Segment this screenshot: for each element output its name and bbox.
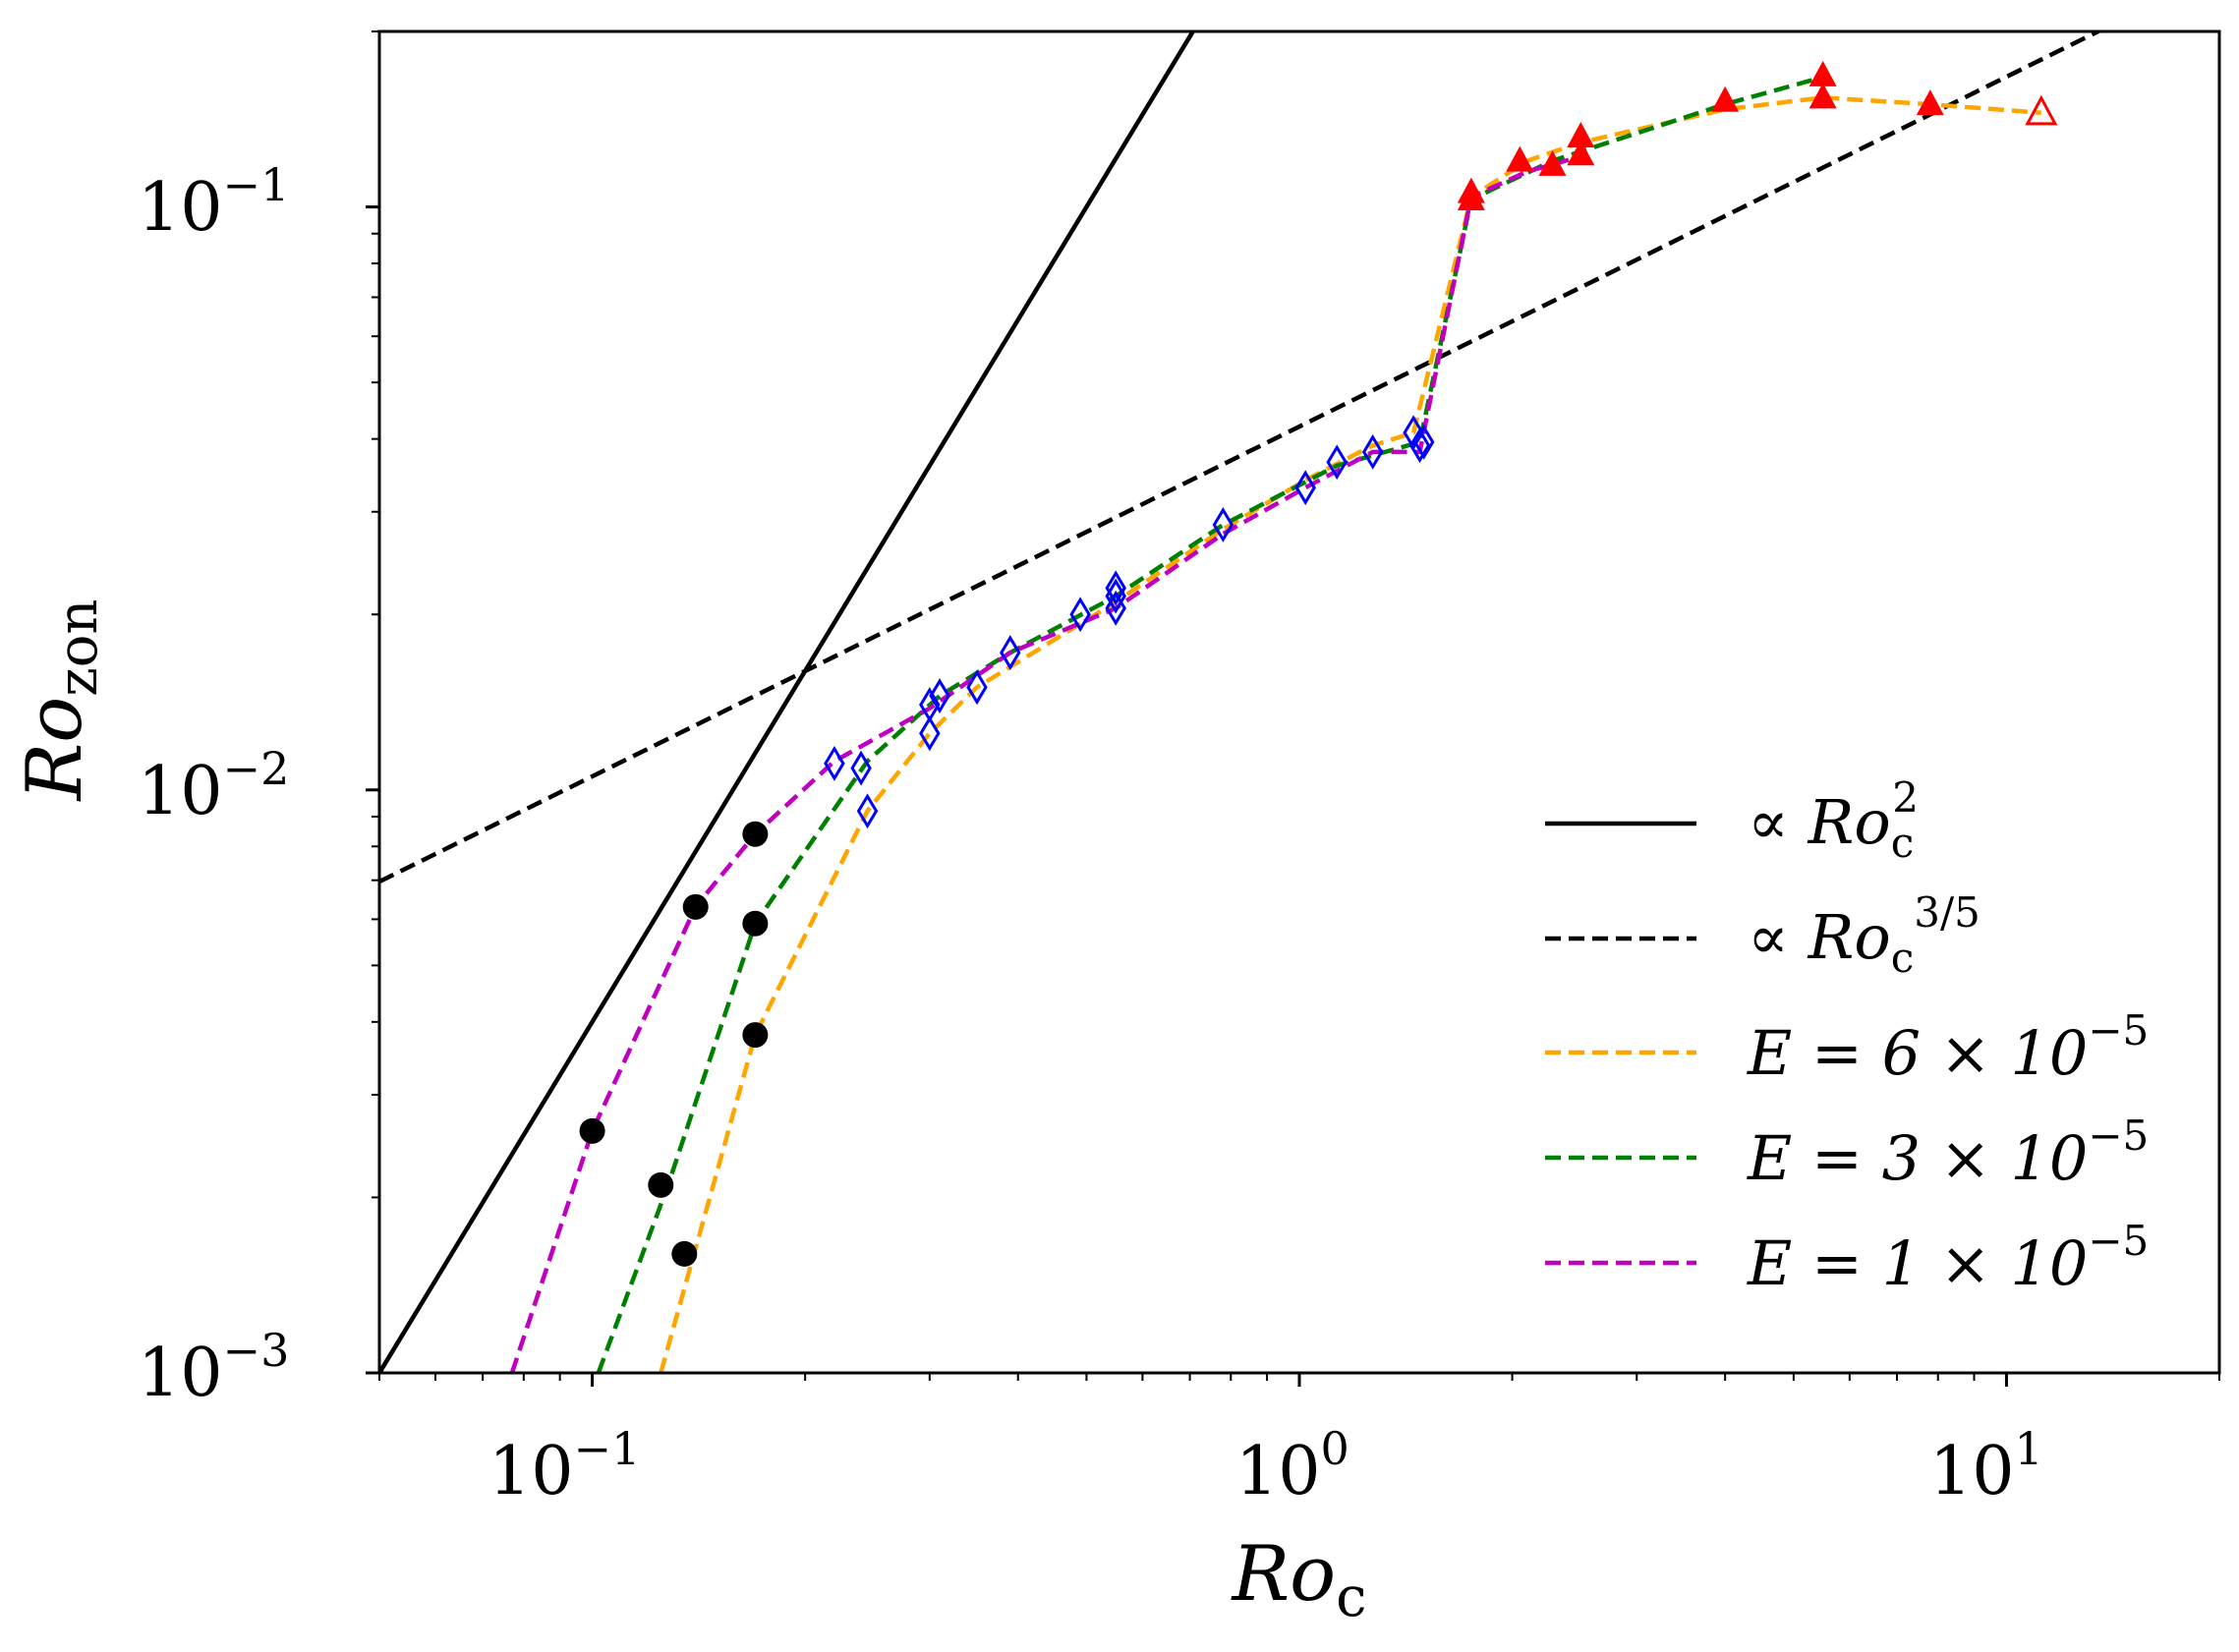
diamond-marker	[1361, 433, 1384, 470]
legend-sup: 2	[1892, 773, 1919, 822]
legend-entry-e6: E = 6 × 10−5	[1545, 1006, 2149, 1089]
legend: ∝ Roc2 ∝ Roc3/5 E = 6 × 10−5 E = 3 × 10−…	[1545, 773, 2149, 1299]
diamond-marker	[1000, 635, 1021, 670]
diamond-marker	[1105, 570, 1126, 606]
x-tick-1: 100	[1235, 1422, 1349, 1510]
y-tick-label-exp: −2	[223, 742, 290, 795]
ref-line-power-3-5	[379, 31, 2103, 884]
filled-triangle-marker	[1567, 140, 1595, 166]
diamond-marker	[1408, 427, 1431, 464]
minor-ticks	[366, 30, 2220, 1387]
circle-marker	[742, 910, 769, 937]
svg-text:E = 3 × 10−5: E = 3 × 10−5	[1747, 1111, 2149, 1194]
data-markers	[579, 60, 2058, 1267]
y-tick-label-base: 10	[138, 1335, 223, 1412]
svg-text:100: 100	[1235, 1422, 1349, 1510]
legend-entry-ref-power2: ∝ Roc2	[1545, 773, 1919, 867]
series-line-0	[659, 95, 2041, 1373]
svg-text:∝ Roc2: ∝ Roc2	[1748, 773, 1919, 867]
svg-text:10−1: 10−1	[488, 1422, 640, 1510]
svg-text:∝ Roc3/5: ∝ Roc3/5	[1748, 888, 1981, 982]
open-triangle-marker	[2025, 94, 2058, 126]
y-axis-label: Rozon	[11, 599, 110, 803]
y-tick-label-exp: −1	[223, 158, 290, 211]
diamond-marker	[929, 678, 950, 713]
legend-entry-e1: E = 1 × 10−5	[1545, 1217, 2149, 1299]
circle-marker	[671, 1240, 698, 1267]
y-tick-label-exp: −3	[223, 1324, 290, 1377]
y-tick-2: 10−1	[138, 158, 289, 247]
diamond-marker	[1294, 470, 1316, 506]
circle-marker	[742, 821, 769, 847]
svg-text:10−3: 10−3	[138, 1324, 289, 1412]
legend-label: E = 3 × 10	[1747, 1122, 2088, 1194]
x-tick-2: 101	[1929, 1422, 2043, 1510]
filled-triangle-marker	[1711, 85, 1740, 112]
legend-entry-e3: E = 3 × 10−5	[1545, 1111, 2149, 1194]
filled-triangle-marker	[1506, 145, 1534, 172]
filled-triangle-marker	[1567, 122, 1595, 148]
svg-text:101: 101	[1929, 1422, 2043, 1510]
svg-text:E = 1 × 10−5: E = 1 × 10−5	[1747, 1217, 2149, 1299]
y-tick-label-base: 10	[138, 169, 223, 247]
circle-marker	[579, 1117, 605, 1144]
diamond-marker	[919, 687, 941, 723]
diamond-marker	[824, 745, 845, 781]
y-tick-0: 10−3	[138, 1324, 289, 1412]
ref-line-power-2	[379, 31, 1196, 1373]
svg-text:E = 6 × 10−5: E = 6 × 10−5	[1747, 1006, 2149, 1089]
diamond-marker	[919, 715, 941, 752]
filled-triangle-marker	[1916, 89, 1944, 116]
legend-sup: −5	[2088, 1111, 2149, 1160]
diamond-marker	[966, 669, 988, 706]
filled-triangle-marker	[1808, 83, 1837, 109]
x-tick-label-base: 10	[1929, 1433, 2015, 1510]
filled-triangle-marker	[1457, 177, 1485, 203]
legend-sup: 3/5	[1914, 888, 1981, 937]
x-tick-label-base: 10	[1235, 1433, 1321, 1510]
diamond-marker	[1212, 507, 1234, 542]
legend-entry-ref-power3-5: ∝ Roc3/5	[1545, 888, 1981, 982]
diamond-marker	[1326, 444, 1348, 481]
filled-triangle-marker	[1538, 149, 1567, 176]
x-tick-0: 10−1	[488, 1422, 640, 1510]
x-tick-label-exp: 0	[1321, 1422, 1349, 1475]
diamond-marker	[856, 793, 879, 829]
diamond-marker	[1412, 424, 1435, 460]
legend-label: E = 1 × 10	[1747, 1227, 2088, 1299]
diamond-marker	[1069, 597, 1091, 633]
y-tick-1: 10−2	[138, 742, 289, 830]
legend-sup: −5	[2088, 1006, 2149, 1054]
x-tick-label-base: 10	[488, 1433, 574, 1510]
circle-marker	[648, 1171, 674, 1198]
legend-label: E = 6 × 10	[1747, 1017, 2088, 1089]
x-tick-label-exp: 1	[2015, 1422, 2043, 1475]
legend-sub: c	[1891, 819, 1915, 867]
diamond-marker	[850, 750, 872, 786]
reference-lines	[379, 31, 2103, 1373]
legend-sup: −5	[2088, 1217, 2149, 1265]
legend-sub: c	[1891, 934, 1915, 982]
svg-text:10−2: 10−2	[138, 742, 289, 830]
circle-marker	[742, 1022, 769, 1049]
legend-label: ∝ Ro	[1748, 786, 1891, 858]
y-tick-label-base: 10	[138, 753, 223, 830]
x-tick-label-exp: −1	[574, 1422, 641, 1475]
filled-triangle-marker	[1808, 60, 1837, 86]
circle-marker	[682, 893, 709, 920]
svg-text:10−1: 10−1	[138, 158, 289, 247]
legend-label: ∝ Ro	[1748, 901, 1891, 973]
